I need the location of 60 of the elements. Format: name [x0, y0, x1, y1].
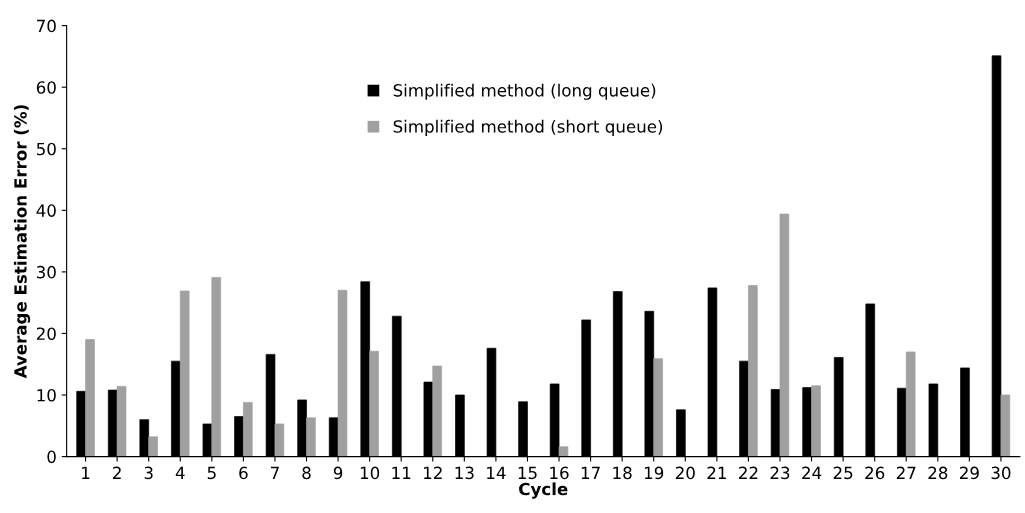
x-tick-label: 20 — [675, 466, 695, 480]
x-tick-label: 5 — [207, 466, 216, 480]
bar — [274, 423, 285, 457]
x-tick-label: 26 — [865, 466, 885, 480]
x-tick-label: 7 — [271, 466, 279, 479]
x-tick-label: 9 — [333, 466, 343, 480]
x-tick-label: 3 — [144, 466, 153, 480]
x-tick-label: 23 — [770, 466, 790, 480]
y-tick-label: 30 — [36, 265, 56, 279]
y-tick-label: 40 — [36, 204, 56, 217]
bar — [1000, 394, 1011, 457]
x-tick-label: 29 — [959, 466, 979, 480]
bar — [905, 351, 916, 457]
x-tick-label: 28 — [928, 466, 948, 480]
x-tick-label: 11 — [392, 466, 411, 479]
x-tick-label: 16 — [550, 466, 569, 480]
x-tick-label: 2 — [113, 466, 121, 479]
x-tick-label: 4 — [175, 466, 185, 479]
x-tick-label: 30 — [991, 466, 1011, 480]
x-tick-label: 15 — [518, 466, 537, 480]
bar — [558, 446, 569, 457]
bar — [369, 350, 379, 457]
x-tick-label: 22 — [739, 466, 758, 479]
x-tick-label: 18 — [613, 466, 632, 480]
x-tick-label: 6 — [239, 466, 248, 480]
y-axis-title: Average Estimation Error (%) — [13, 105, 31, 379]
x-tick-label: 19 — [644, 466, 664, 480]
x-tick-label: 27 — [896, 466, 916, 479]
x-tick-label: 12 — [424, 466, 442, 479]
bar — [148, 436, 158, 457]
x-tick-label: 13 — [455, 466, 474, 480]
bar — [116, 386, 127, 457]
y-tick-label: 60 — [36, 81, 56, 94]
y-tick-label: 70 — [37, 19, 56, 33]
bar — [179, 290, 190, 457]
bar — [748, 285, 758, 457]
y-tick-label: 20 — [36, 327, 56, 341]
bar — [432, 365, 442, 457]
x-tick-label: 1 — [82, 466, 90, 479]
x-tick-label: 17 — [581, 466, 600, 479]
bar — [243, 402, 253, 457]
y-tick-label: 0 — [47, 450, 56, 464]
x-axis-title: Cycle — [519, 482, 568, 499]
x-tick-label: 14 — [487, 466, 506, 479]
x-tick-label: 10 — [360, 466, 380, 480]
bar — [306, 417, 316, 457]
bar — [653, 358, 663, 457]
bar — [779, 213, 790, 457]
bar — [85, 339, 95, 457]
x-tick-label: 24 — [802, 466, 822, 479]
bar — [211, 277, 222, 457]
y-tick-label: 10 — [37, 388, 56, 402]
legend-label: Simplified method (short queue) — [393, 119, 663, 136]
x-tick-label: 21 — [707, 466, 726, 479]
x-tick-label: 25 — [833, 466, 853, 480]
bar — [337, 290, 348, 457]
legend-label: Simplified method (long queue) — [393, 83, 656, 100]
x-tick-label: 8 — [302, 466, 311, 480]
bar — [811, 385, 821, 457]
y-tick-label: 50 — [36, 142, 56, 156]
